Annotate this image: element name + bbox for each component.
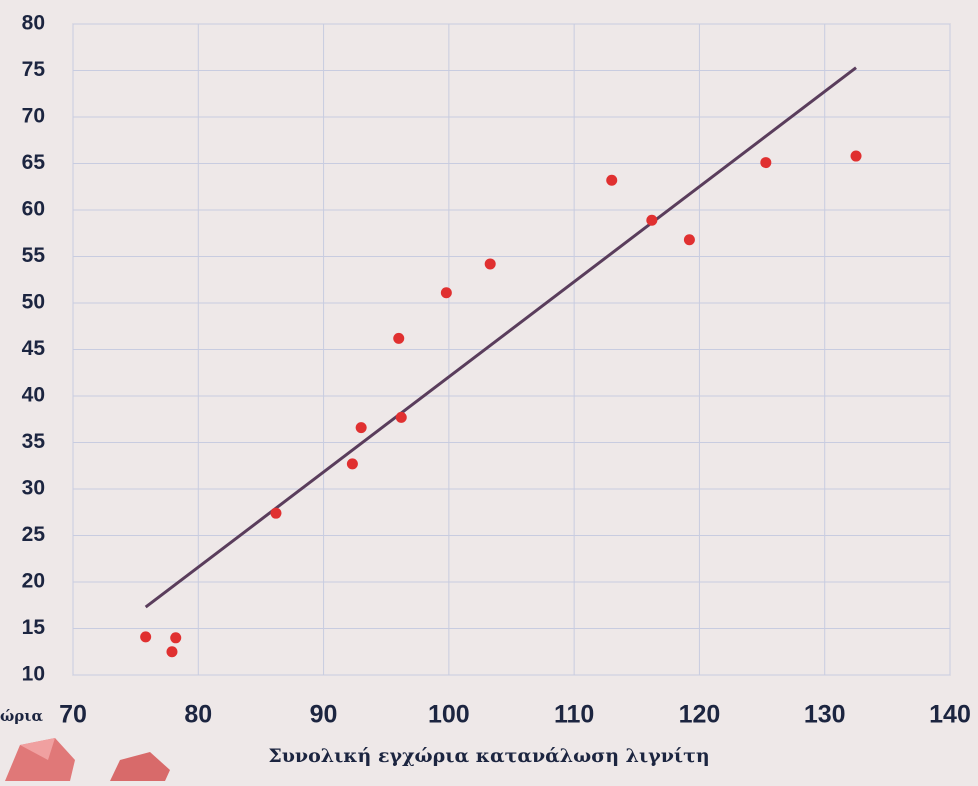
y-tick-label: 20 (22, 570, 45, 593)
data-point (851, 151, 862, 162)
data-point (485, 258, 496, 269)
x-tick-label: 130 (804, 701, 846, 729)
y-tick-label: 60 (22, 198, 45, 221)
chart: Συνολική εγχώρια κατανάλωση λιγνίτη ώρια… (0, 0, 978, 781)
y-tick-label: 55 (22, 244, 46, 267)
x-tick-label: 80 (184, 701, 212, 729)
x-tick-label: 100 (428, 701, 470, 729)
data-point (347, 458, 358, 469)
y-tick-label: 70 (22, 105, 45, 128)
side-label: ώρια (0, 707, 44, 725)
data-point (606, 175, 617, 186)
y-tick-label: 30 (22, 477, 45, 500)
x-tick-label: 110 (554, 701, 594, 729)
x-axis-label: Συνολική εγχώρια κατανάλωση λιγνίτη (268, 745, 709, 767)
x-tick-label: 140 (929, 701, 971, 729)
data-point (393, 333, 404, 344)
data-point (140, 631, 151, 642)
y-tick-label: 65 (22, 151, 46, 174)
y-tick-label: 15 (22, 616, 46, 639)
x-tick-label: 120 (679, 701, 721, 729)
x-tick-label: 90 (310, 701, 338, 729)
data-point (270, 508, 281, 519)
data-point (166, 646, 177, 657)
data-point (760, 157, 771, 168)
y-tick-label: 45 (22, 337, 46, 360)
y-tick-label: 75 (22, 58, 46, 81)
y-tick-label: 25 (22, 523, 46, 546)
x-tick-label: 70 (59, 701, 87, 729)
data-point (396, 412, 407, 423)
y-tick-label: 50 (22, 291, 45, 314)
data-point (441, 287, 452, 298)
data-point (684, 234, 695, 245)
data-point (646, 215, 657, 226)
data-point (356, 422, 367, 433)
y-tick-label: 80 (22, 12, 45, 35)
y-tick-label: 10 (22, 663, 45, 686)
y-tick-label: 35 (22, 430, 46, 453)
y-tick-label: 40 (22, 384, 45, 407)
data-point (170, 632, 181, 643)
